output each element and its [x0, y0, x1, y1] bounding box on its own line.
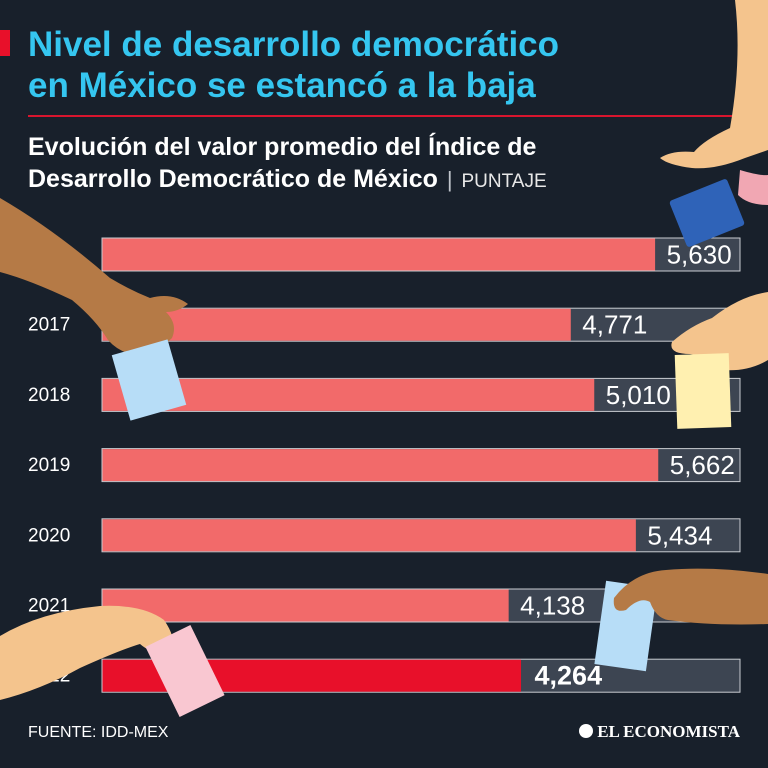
year-label: 2022	[28, 666, 70, 687]
bar	[102, 659, 522, 692]
value-label: 5,630	[667, 240, 732, 270]
subtitle-line-1: Evolución del valor promedio del Índice …	[28, 133, 537, 161]
value-label: 5,434	[647, 520, 712, 550]
subtitle-line-2: Desarrollo Democrático de México	[28, 165, 438, 193]
bar	[102, 589, 509, 622]
bars-layer: 2016 5,630 2017 4,771 2018 5,010 2019 5,662 2020…	[28, 237, 741, 693]
year-label: 2017	[28, 315, 70, 336]
value-label: 4,771	[582, 310, 647, 340]
year-label: 2019	[28, 455, 70, 476]
bar	[102, 308, 571, 341]
subtitle-separator: |	[446, 167, 453, 192]
year-label: 2020	[28, 525, 70, 546]
year-label: 2016	[28, 245, 70, 266]
accent-bar	[0, 30, 10, 56]
chart-subtitle: Evolución del valor promedio del Índice …	[28, 131, 688, 198]
brand-name: EL ECONOMISTA	[597, 722, 740, 741]
bar	[102, 519, 636, 552]
brand-logo: EL ECONOMISTA	[579, 722, 740, 742]
bar	[102, 378, 595, 411]
value-label: 5,662	[670, 450, 735, 480]
source-note: FUENTE: IDD-MEX	[28, 724, 169, 741]
value-label: 4,138	[520, 591, 585, 621]
page-title: Nivel de desarrollo democrático en Méxic…	[28, 24, 668, 106]
unit-label: PUNTAJE	[461, 171, 547, 192]
year-label: 2021	[28, 596, 70, 617]
value-label: 5,010	[606, 380, 671, 410]
bar	[102, 238, 656, 271]
year-label: 2018	[28, 385, 70, 406]
hand-top-right-icon	[660, 0, 768, 247]
title-line-2: en México se estancó a la baja	[28, 66, 536, 105]
title-line-1: Nivel de desarrollo democrático	[28, 25, 560, 64]
value-label: 4,264	[535, 661, 603, 691]
brand-mark-icon	[579, 724, 594, 738]
bar	[102, 449, 659, 482]
title-divider	[28, 115, 740, 117]
